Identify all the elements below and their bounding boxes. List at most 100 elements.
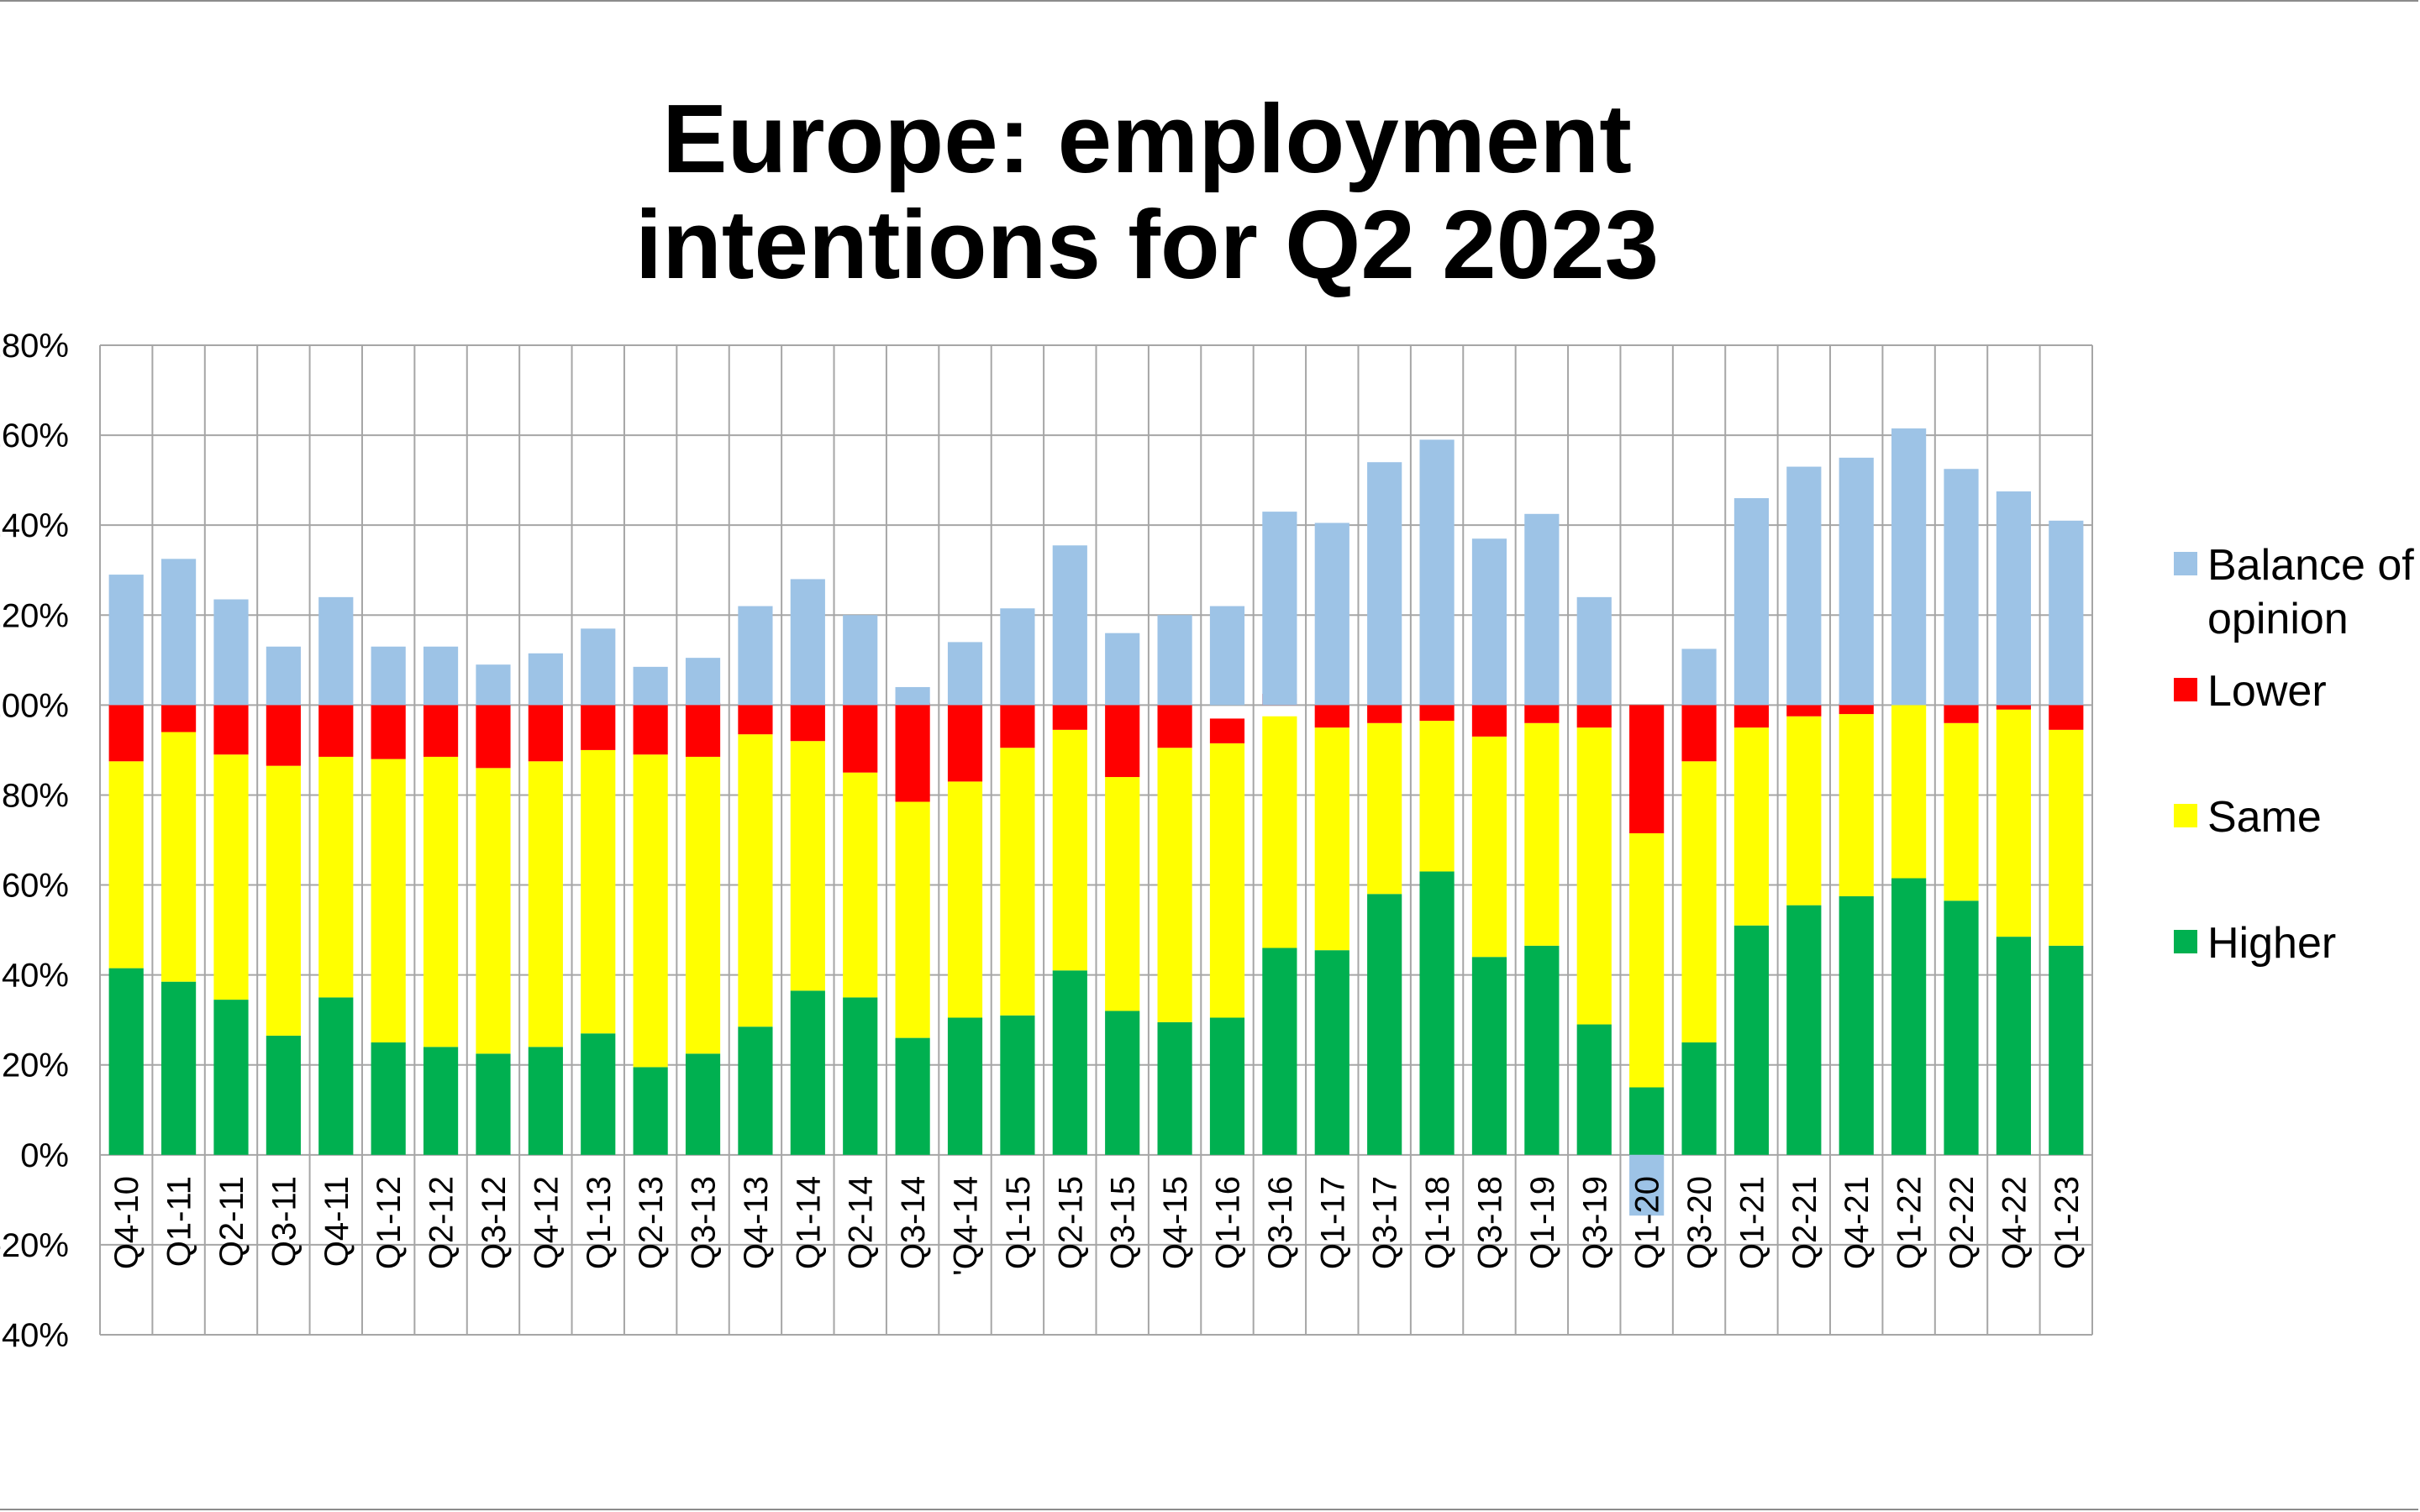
- bar-lower: [738, 705, 773, 735]
- bar-balance: [318, 596, 354, 706]
- bar-higher: [1576, 1024, 1612, 1155]
- x-category-label: Q3-17: [1367, 1176, 1404, 1269]
- bar-lower: [843, 705, 878, 773]
- bar-balance: [266, 646, 301, 706]
- bar-balance: [1105, 633, 1140, 706]
- x-category-label: Q1-13: [581, 1176, 618, 1269]
- bar-lower: [1839, 702, 1874, 715]
- bar-lower: [1629, 705, 1665, 833]
- bar-lower: [1996, 705, 2031, 710]
- bar-higher: [1524, 945, 1560, 1155]
- y-tick-label: 80%: [2, 777, 69, 814]
- bar-same: [1524, 722, 1560, 946]
- bar-higher: [1996, 937, 2031, 1155]
- x-category-label: Q4-13: [738, 1176, 775, 1269]
- bar-balance: [476, 664, 511, 706]
- bar-same: [161, 732, 197, 982]
- x-category-label: Q2-12: [424, 1176, 460, 1269]
- bar-balance: [1209, 606, 1245, 706]
- bar-balance: [1733, 498, 1770, 706]
- bar-balance: [2049, 520, 2084, 706]
- bar-same: [633, 754, 668, 1068]
- bar-higher: [1105, 1011, 1140, 1155]
- bar-higher: [738, 1026, 773, 1155]
- bar-balance: [947, 642, 983, 706]
- x-category-label: Q1-15: [1000, 1176, 1037, 1269]
- bar-same: [947, 781, 983, 1018]
- bar-balance: [1576, 596, 1612, 706]
- legend: Balance of opinion Lower Same Higher: [2174, 541, 2414, 968]
- x-category-label: Q1-22: [1891, 1176, 1928, 1269]
- bar-higher: [1262, 948, 1297, 1155]
- x-category-label: Q4-11: [318, 1176, 355, 1267]
- bar-lower: [371, 705, 406, 759]
- bar-balance: [1314, 522, 1349, 706]
- bar-higher: [213, 1000, 249, 1155]
- x-category-label: Q2-21: [1786, 1176, 1823, 1269]
- x-category-label: Q1-18: [1419, 1176, 1456, 1269]
- chart-title-line-2: intentions for Q2 2023: [634, 190, 1660, 299]
- bar-lower: [1944, 705, 1979, 723]
- bar-higher: [1681, 1042, 1717, 1155]
- chart-title-line-1: Europe: employment: [662, 84, 1632, 193]
- bar-higher: [2049, 945, 2084, 1155]
- bar-same: [843, 772, 878, 998]
- bar-higher: [108, 968, 144, 1155]
- bar-higher: [1733, 925, 1770, 1155]
- bar-lower: [528, 705, 563, 762]
- bar-same: [1367, 722, 1402, 895]
- bar-lower: [266, 705, 301, 766]
- x-category-label: Q4-12: [528, 1176, 565, 1269]
- bar-balance: [1786, 466, 1822, 706]
- bar-balance: [738, 606, 773, 706]
- legend-label: Lower: [2207, 667, 2327, 716]
- bar-same: [1786, 716, 1822, 906]
- bar-higher: [161, 981, 197, 1155]
- bar-balance: [633, 666, 668, 706]
- y-tick-label: 20%: [2, 1047, 69, 1084]
- bar-lower: [1471, 705, 1507, 737]
- bar-lower: [790, 705, 825, 742]
- legend-label: Same: [2207, 793, 2322, 842]
- y-tick-label: 140%: [0, 507, 69, 544]
- bar-higher: [1209, 1017, 1245, 1155]
- x-category-label: Q4-15: [1157, 1176, 1194, 1269]
- bar-balance: [528, 653, 563, 706]
- bar-higher: [528, 1047, 563, 1155]
- bar-same: [1891, 705, 1927, 879]
- bar-higher: [266, 1035, 301, 1155]
- bar-higher: [581, 1033, 616, 1155]
- y-tick-label: 40%: [2, 1317, 69, 1354]
- bar-same: [685, 756, 721, 1054]
- bar-balance: [843, 615, 878, 706]
- bar-same: [1262, 716, 1297, 948]
- bar-balance: [1524, 513, 1560, 706]
- x-category-label: 'Q4-14: [948, 1176, 985, 1276]
- bar-lower: [1786, 705, 1822, 717]
- bar-lower: [1105, 705, 1140, 778]
- bar-same: [1576, 727, 1612, 1025]
- bar-same: [790, 741, 825, 991]
- bar-lower: [633, 705, 668, 755]
- y-tick-label: 0%: [20, 1137, 69, 1174]
- legend-label: opinion: [2207, 595, 2349, 643]
- bar-lower: [318, 705, 354, 757]
- bar-balance: [371, 646, 406, 706]
- bar-balance: [1367, 462, 1402, 706]
- bar-lower: [1157, 705, 1192, 748]
- chart-title: Europe: employment intentions for Q2 202…: [420, 86, 1874, 297]
- bar-same: [2049, 729, 2084, 946]
- bar-balance: [581, 628, 616, 706]
- bar-higher: [895, 1037, 930, 1155]
- bar-higher: [476, 1053, 511, 1155]
- bar-higher: [1000, 1015, 1035, 1155]
- x-category-label: Q2-22: [1944, 1176, 1981, 1269]
- bar-lower: [213, 705, 249, 755]
- bar-balance: [1944, 469, 1979, 706]
- bar-balance: [1891, 428, 1927, 706]
- x-category-label: Q4-22: [1996, 1176, 2033, 1269]
- bar-same: [1000, 748, 1035, 1016]
- legend-swatch: [2174, 804, 2197, 827]
- x-category-label: Q1-17: [1314, 1176, 1351, 1269]
- bar-lower: [108, 705, 144, 762]
